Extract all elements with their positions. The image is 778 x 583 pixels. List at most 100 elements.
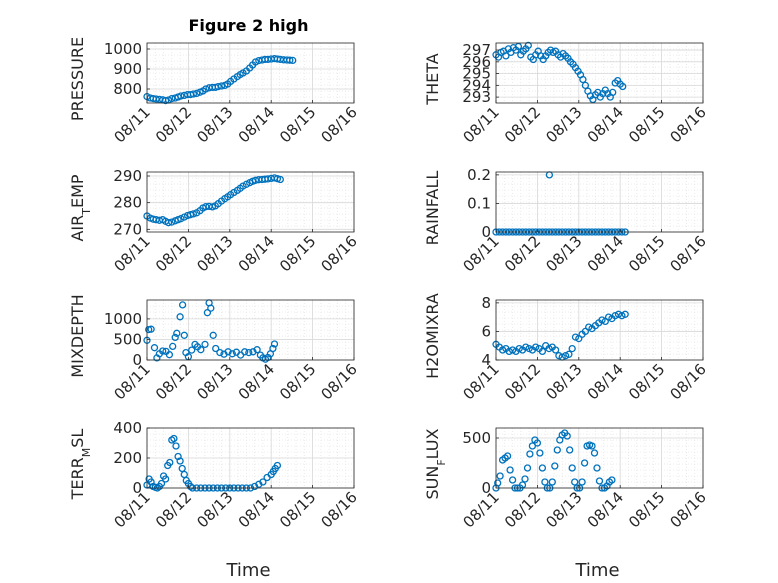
- data-point: [614, 310, 623, 318]
- data-point: [224, 348, 232, 356]
- axes-box: [495, 427, 704, 489]
- y-tick-label: 296: [462, 53, 491, 71]
- y-axis-label: PRESSURE: [68, 37, 87, 121]
- data-point: [259, 478, 267, 486]
- data-point: [273, 461, 282, 470]
- data-point: [173, 329, 181, 337]
- data-point: [197, 346, 205, 354]
- data-point: [503, 452, 512, 460]
- data-point: [264, 55, 272, 64]
- data-point: [508, 346, 517, 354]
- data-point: [161, 475, 170, 483]
- data-point: [177, 215, 185, 223]
- y-axis-label: THETA: [423, 53, 442, 105]
- data-point: [532, 343, 540, 351]
- data-point: [608, 476, 616, 484]
- y-tick-label: 0.2: [467, 166, 491, 184]
- data-point: [176, 313, 184, 321]
- y-tick-label: 0: [132, 479, 142, 497]
- axes-box: [146, 42, 355, 104]
- data-point: [580, 459, 589, 467]
- data-point: [621, 310, 629, 318]
- data-point: [551, 462, 559, 470]
- y-tick-label: 8: [481, 294, 491, 312]
- data-point: [193, 89, 201, 98]
- data-point: [168, 94, 176, 103]
- axes-box: [495, 299, 704, 361]
- data-point: [189, 90, 198, 98]
- data-point: [201, 340, 209, 349]
- data-point: [502, 52, 510, 60]
- data-point: [178, 464, 186, 473]
- y-axis-label: AIRTEMP: [68, 174, 93, 241]
- data-point: [611, 312, 619, 320]
- data-point: [269, 344, 277, 353]
- data-point: [171, 333, 179, 342]
- y-tick-label: 800: [113, 80, 142, 98]
- data-point: [590, 449, 599, 457]
- data-point: [166, 458, 174, 467]
- data-point: [177, 92, 185, 100]
- y-tick-label: 1000: [104, 40, 142, 58]
- y-tick-label: 200: [113, 449, 142, 467]
- figure-title: Figure 2 high: [189, 16, 309, 35]
- data-point: [593, 464, 601, 472]
- data-point: [207, 304, 215, 312]
- y-tick-label: 270: [113, 220, 142, 238]
- data-point: [245, 348, 253, 357]
- y-tick-label: 295: [462, 65, 491, 83]
- data-point: [521, 475, 529, 483]
- data-point: [538, 464, 547, 472]
- data-point: [566, 446, 574, 454]
- data-point: [241, 348, 249, 356]
- data-point: [551, 346, 560, 354]
- data-point: [555, 352, 563, 360]
- data-point: [563, 432, 571, 440]
- data-point: [526, 450, 534, 458]
- data-point: [524, 41, 532, 50]
- y-tick-label: 900: [113, 60, 142, 78]
- y-tick-label: 293: [462, 88, 491, 106]
- data-point: [202, 85, 210, 93]
- data-point: [496, 472, 504, 480]
- data-point: [249, 348, 257, 356]
- data-point: [276, 175, 284, 184]
- data-point: [538, 347, 547, 356]
- axes-background: [496, 428, 703, 488]
- data-point: [286, 56, 294, 64]
- data-point: [189, 210, 198, 218]
- data-point: [588, 442, 596, 450]
- data-point: [289, 56, 297, 65]
- data-point: [541, 478, 549, 486]
- data-point: [216, 348, 224, 357]
- data-point: [203, 309, 212, 317]
- data-point: [506, 466, 514, 474]
- data-point: [172, 442, 180, 450]
- data-point: [525, 344, 533, 353]
- axes-background: [496, 300, 703, 360]
- data-point: [212, 344, 220, 353]
- data-point: [170, 434, 178, 443]
- data-point: [188, 346, 196, 354]
- data-point: [568, 464, 576, 472]
- data-point: [515, 344, 523, 353]
- data-point: [251, 58, 260, 66]
- data-point: [164, 219, 173, 227]
- y-axis-label: MIXDEPTH: [68, 294, 87, 377]
- data-point: [598, 316, 606, 324]
- data-point: [505, 347, 513, 356]
- y-tick-label: 500: [113, 330, 142, 348]
- data-point: [565, 350, 573, 358]
- data-point: [214, 82, 222, 91]
- y-tick-label: 297: [462, 41, 491, 59]
- y-tick-label: 0: [132, 351, 142, 369]
- data-point: [157, 479, 166, 488]
- data-point: [609, 88, 617, 97]
- data-point: [176, 457, 184, 465]
- y-tick-label: 1000: [104, 310, 142, 328]
- axes-box: [495, 171, 704, 233]
- y-tick-label: 0: [481, 479, 491, 497]
- y-tick-label: 6: [481, 322, 491, 340]
- y-axis-label: RAINFALL: [423, 171, 442, 246]
- data-point: [571, 478, 579, 486]
